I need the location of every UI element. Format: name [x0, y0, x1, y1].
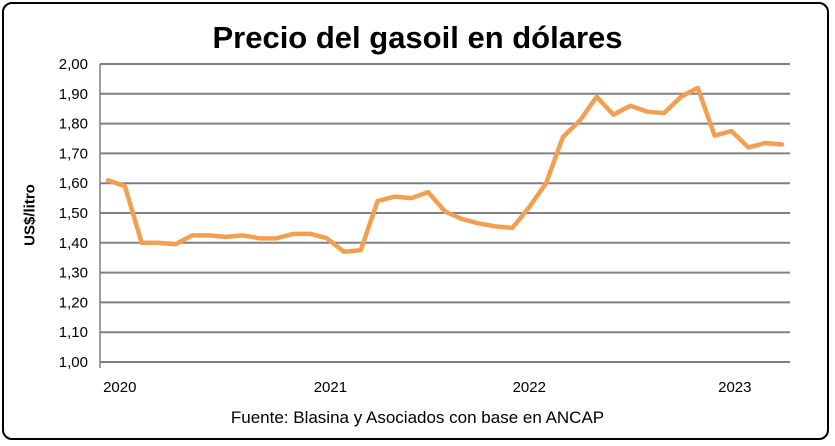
- series-line: [105, 85, 785, 254]
- y-tick-label: 1,50: [59, 205, 88, 222]
- y-tick-label: 1,10: [59, 324, 88, 341]
- x-tick-label: 2022: [513, 379, 546, 396]
- y-tick-label: 1,60: [59, 175, 88, 192]
- y-tick-label: 1,00: [59, 354, 88, 371]
- source-note: Fuente: Blasina y Asociados con base en …: [230, 408, 605, 427]
- y-tick-label: 2,00: [59, 56, 88, 73]
- y-tick-label: 1,20: [59, 294, 88, 311]
- x-tick-label: 2020: [103, 379, 136, 396]
- x-tick-label: 2023: [718, 379, 751, 396]
- chart-title: Precio del gasoil en dólares: [212, 20, 623, 55]
- y-tick-label: 1,90: [59, 86, 88, 103]
- chart-frame: [2, 2, 829, 440]
- x-tick-label: 2021: [314, 379, 347, 396]
- y-tick-label: 1,30: [59, 265, 88, 282]
- y-tick-label: 1,40: [59, 235, 88, 252]
- y-tick-label: 1,80: [59, 116, 88, 133]
- y-tick-label: 1,70: [59, 145, 88, 162]
